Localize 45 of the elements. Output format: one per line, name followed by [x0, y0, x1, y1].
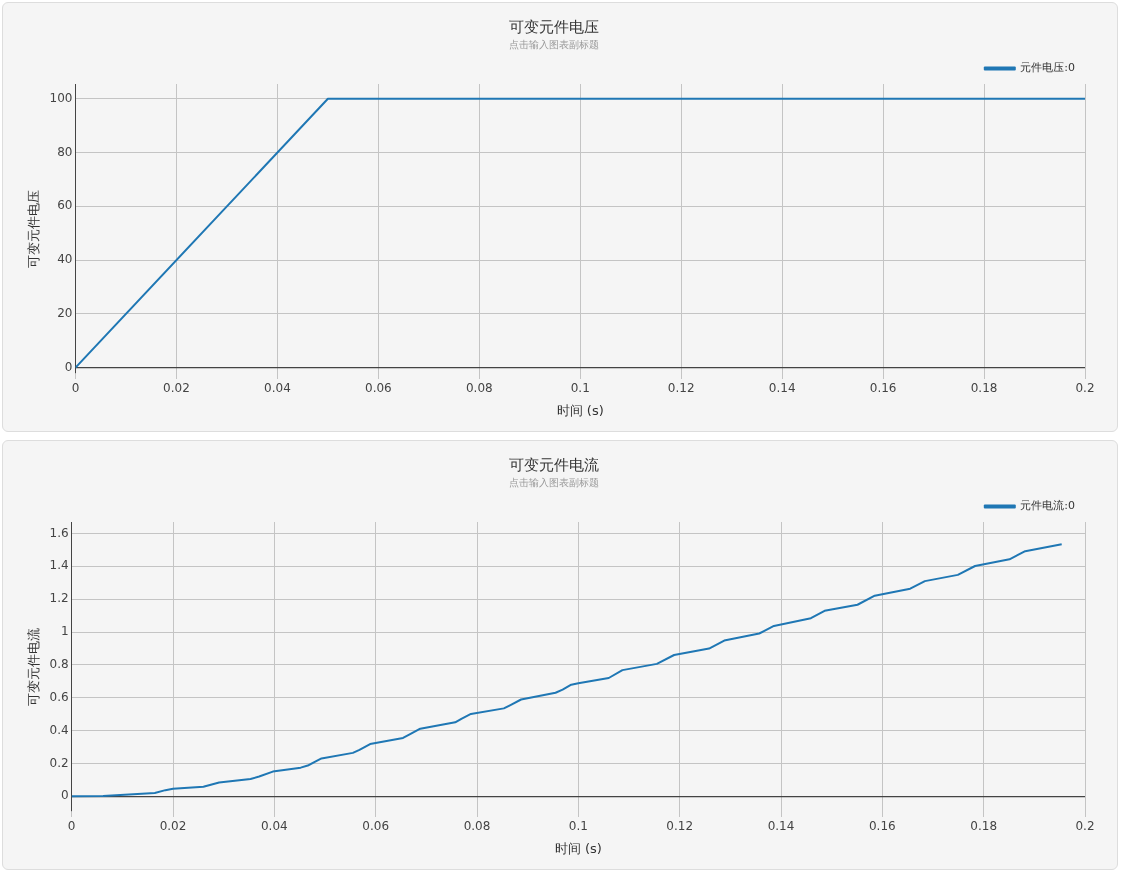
x-tick-label: 0.1	[570, 381, 590, 396]
x-tick-label: 0.06	[362, 819, 390, 834]
x-tick-label: 0.06	[364, 381, 392, 396]
x-tick-label: 0.18	[970, 819, 998, 834]
x-tick-label: 0.16	[869, 381, 897, 396]
y-tick-label: 100	[49, 90, 73, 105]
y-tick-label: 1.2	[49, 591, 69, 606]
x-tick-label: 0.08	[465, 381, 493, 396]
legend-label: 元件电压:0	[1020, 61, 1076, 75]
x-axis-title: 时间 (s)	[554, 840, 602, 856]
y-tick-label: 1.6	[49, 525, 69, 540]
x-tick-label: 0.08	[463, 819, 491, 834]
y-axis-title: 可变元件电流	[26, 627, 42, 706]
y-tick-label: 0.6	[49, 689, 69, 704]
x-tick-label: 0.12	[666, 819, 694, 834]
chart-subtitle: 点击输入图表副标题	[509, 38, 599, 50]
x-tick-label: 0.2	[1075, 381, 1095, 396]
x-tick-label: 0.1	[568, 819, 588, 834]
y-axis-title: 可变元件电压	[26, 189, 42, 268]
x-tick-label: 0.04	[260, 819, 288, 834]
x-tick-label: 0.12	[667, 381, 695, 396]
x-tick-label: 0.04	[264, 381, 291, 396]
y-tick-label: 80	[57, 144, 73, 159]
y-tick-label: 0	[64, 359, 73, 374]
x-tick-label: 0.14	[767, 819, 795, 834]
x-tick-label: 0.2	[1075, 819, 1095, 834]
y-tick-label: 40	[57, 252, 73, 267]
y-tick-label: 20	[57, 305, 73, 320]
chart-subtitle: 点击输入图表副标题	[509, 476, 599, 488]
legend-label: 元件电流:0	[1020, 499, 1076, 513]
y-tick-label: 0.2	[49, 755, 69, 770]
y-tick-label: 1.4	[49, 558, 69, 573]
chart-title: 可变元件电流	[509, 455, 599, 474]
y-tick-label: 0	[61, 788, 69, 803]
x-tick-label: 0.02	[163, 381, 190, 396]
y-tick-label: 60	[57, 198, 73, 213]
x-tick-label: 0.16	[868, 819, 896, 834]
y-tick-label: 1	[61, 624, 69, 639]
y-tick-label: 0.8	[49, 656, 69, 671]
x-tick-label: 0.18	[970, 381, 998, 396]
chart-title: 可变元件电压	[509, 17, 599, 36]
x-tick-label: 0.02	[159, 819, 187, 834]
y-tick-label: 0.4	[49, 722, 69, 737]
x-tick-label: 0.14	[768, 381, 796, 396]
x-axis-title: 时间 (s)	[556, 402, 604, 418]
